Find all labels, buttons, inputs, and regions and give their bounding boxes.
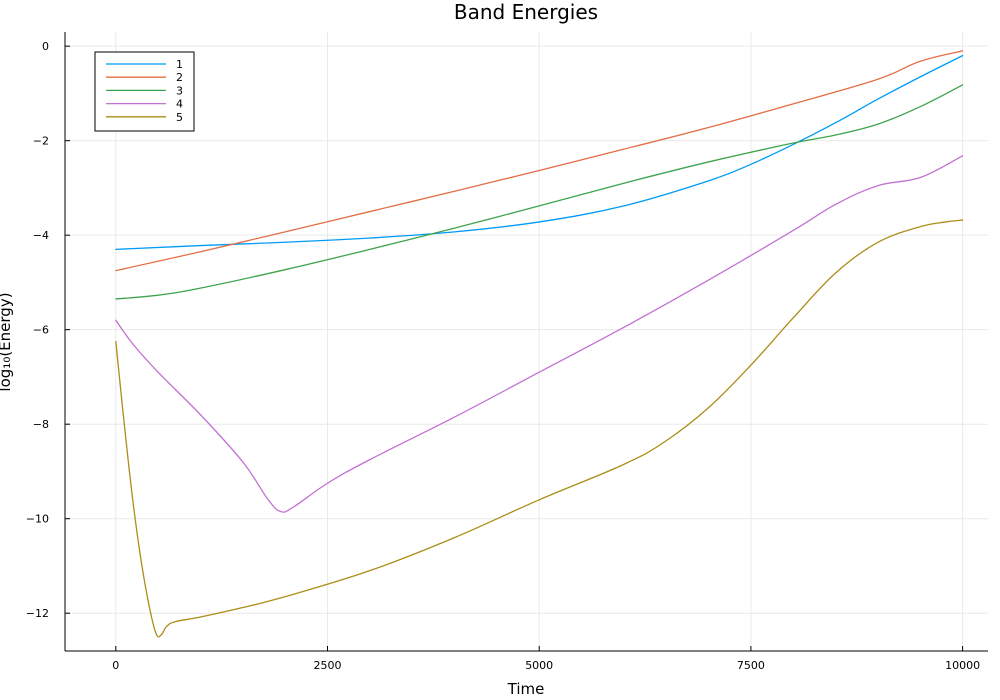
series-line-5 (115, 219, 964, 638)
legend-label-3: 3 (176, 84, 183, 97)
axis-layer (64, 32, 988, 652)
legend-label-4: 4 (176, 98, 183, 111)
x-tick-label: 7500 (737, 659, 765, 672)
y-tick-label: −4 (33, 229, 49, 242)
x-tick-label: 5000 (525, 659, 553, 672)
tick-layer: 0 2500 5000 7500 10000 0 −2 −4 −6 −8 −10 −12 (26, 40, 980, 672)
y-axis-title: log₁₀(Energy) (0, 292, 14, 391)
series-layer (115, 50, 964, 638)
series-line-3 (115, 84, 964, 300)
legend-box (94, 51, 195, 132)
grid-layer (65, 32, 988, 651)
y-tick-label: −2 (33, 135, 49, 148)
x-tick-label: 0 (112, 659, 119, 672)
x-tick-label: 10000 (945, 659, 980, 672)
y-tick-label: −6 (33, 324, 49, 337)
y-tick-label: −8 (33, 418, 49, 431)
chart-title: Band Energies (454, 0, 598, 24)
y-tick-label: 0 (42, 40, 49, 53)
y-tick-label: −12 (26, 607, 49, 620)
x-axis-title: Time (507, 680, 545, 698)
x-tick-label: 2500 (314, 659, 342, 672)
y-tick-label: −10 (26, 513, 49, 526)
series-line-1 (115, 54, 964, 251)
legend-label-2: 2 (176, 71, 183, 84)
series-line-4 (115, 155, 964, 513)
legend-label-1: 1 (176, 58, 183, 71)
series-line-2 (115, 50, 964, 272)
legend-label-5: 5 (176, 111, 183, 124)
